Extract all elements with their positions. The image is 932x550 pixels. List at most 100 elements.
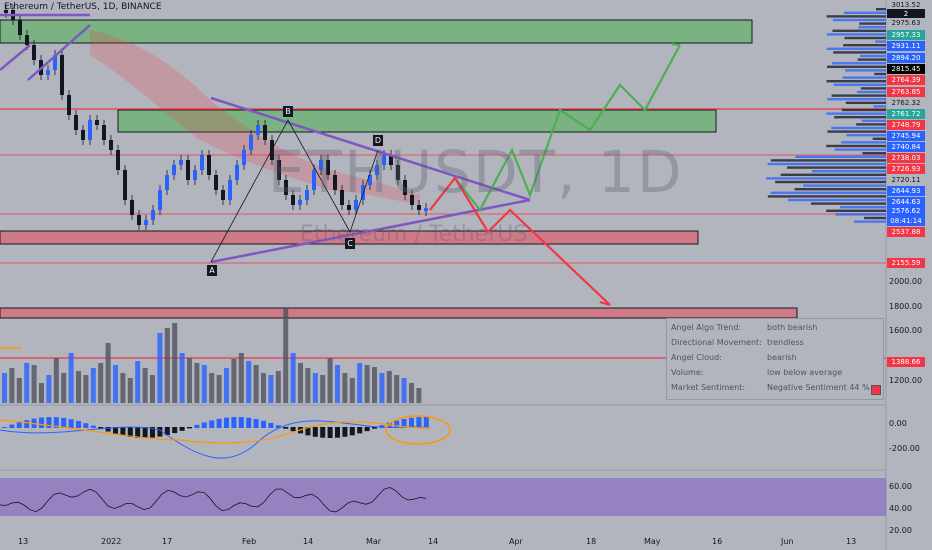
candle [53,55,57,70]
candle [396,165,400,180]
time-14: 14 [303,537,314,546]
volume-bar [187,358,192,403]
supply-zone-top [0,19,753,44]
axis-1600: 1600.00 [889,326,923,335]
candle [410,195,414,205]
macd-bar [327,427,333,438]
volume-profile-bar [827,65,886,68]
price-label: 2576.62 [887,206,925,216]
time-may: May [644,537,661,546]
rsi-axis-20: 20.00 [889,526,912,535]
volume-bar [105,343,111,403]
volume-profile-bar [832,62,886,65]
price-label: 2155.59 [887,258,925,268]
candle [256,125,260,135]
volume-profile-bar [862,152,886,155]
volume-profile-bar [844,36,886,40]
volume-bar [142,368,148,403]
macd-bar [216,418,222,428]
macd-bar [53,417,59,428]
volume-bar [157,333,163,403]
rsi-axis-40: 40.00 [889,504,912,513]
candle [319,160,323,170]
volume-profile-bar [766,177,886,180]
volume-profile-bar [826,209,886,212]
volume-profile-bar [826,144,886,148]
volume-profile-bar [775,180,886,184]
volume-profile-bar [875,40,886,43]
angel-algo-panel: Angel Algo Trend: both bearish Directiona… [666,318,884,400]
macd-bar [24,420,30,428]
info-row-volume: Volume: low below average [671,368,843,377]
candle [88,120,92,140]
candle [137,215,141,225]
volume-bar [394,375,400,403]
candle [368,175,372,185]
volume-profile-bar [876,8,886,11]
candle [102,125,106,140]
candle [179,160,183,165]
volume-profile-bar [832,18,886,22]
price-label: 2644.93 [887,186,925,196]
volume-profile-bar [826,33,886,36]
macd-bar [120,427,126,436]
volume-profile-bar [795,155,886,158]
volume-profile-bar [843,44,886,47]
candle [424,208,428,211]
macd-axis-neg200: -200.00 [889,444,920,453]
candle [95,120,99,125]
volume-profile-bar [833,83,886,86]
volume-profile-bar [843,11,886,14]
volume-bar [372,367,377,403]
macd-bar [246,417,252,428]
macd-signal [0,419,431,444]
volume-profile-bar [864,216,886,220]
volume-profile-bar [861,119,886,122]
candle [123,170,127,200]
candle [221,190,225,200]
candle [354,200,358,210]
volume-profile-bar [841,141,886,144]
candle [228,180,232,200]
candle [382,155,386,165]
macd-axis-0: 0.00 [889,419,907,428]
candle [347,205,351,210]
candle [109,140,113,150]
candle [193,170,197,180]
wedge-top-1 [0,44,31,71]
price-label: 2931.11 [887,41,925,51]
volume-bar [24,363,30,403]
macd-bar [312,427,318,437]
macd-bar [231,417,237,428]
macd-bar [320,427,326,438]
macd-bar [401,418,407,428]
axis-2000: 2000.00 [889,277,923,286]
price-label: 2537.88 [887,227,925,237]
macd-bar [150,427,155,438]
price-label: 2738.03 [887,153,925,163]
volume-profile-bar [860,87,886,90]
volume-profile-bar [856,90,886,94]
volume-bar [61,373,67,403]
volume-bar [194,363,200,403]
volume-bar [261,373,266,403]
time-feb: Feb [242,537,257,546]
volume-bar [312,373,318,403]
volume-bar [386,371,392,403]
volume-bar [2,373,7,403]
volume-profile-bar [859,22,886,25]
price-label: 2644.63 [887,197,925,207]
volume-profile-bar [827,130,886,133]
volume-bar [246,361,252,403]
macd-bar [113,427,118,434]
price-label: 2745.94 [887,131,925,141]
candle [305,190,309,200]
time-2022: 2022 [101,537,122,546]
volume-profile-bar [840,206,886,209]
macd-bar [349,427,355,436]
candle [291,195,295,205]
volume-profile-bar [794,188,886,191]
macd-bar [253,419,259,428]
volume-profile-bar [858,26,886,29]
